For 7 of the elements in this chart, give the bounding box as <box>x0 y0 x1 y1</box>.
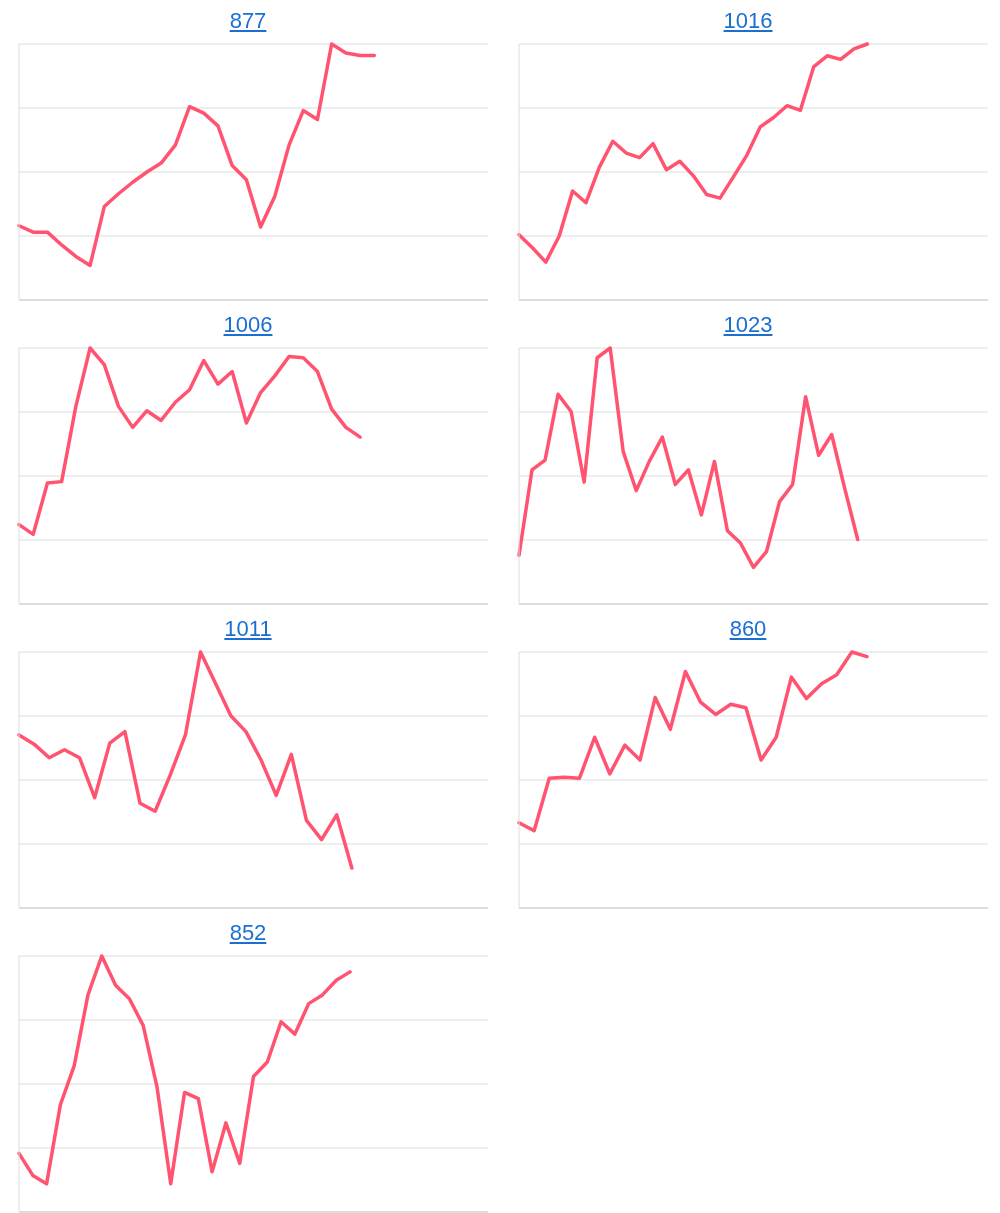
chart-title: 1023 <box>722 312 774 339</box>
chart-title: 877 <box>228 8 268 35</box>
chart-title: 852 <box>228 920 268 947</box>
chart-title: 1016 <box>722 8 774 35</box>
chart-title: 860 <box>728 616 768 643</box>
chart-title: 1006 <box>222 312 274 339</box>
chart-title: 1011 <box>223 616 273 643</box>
